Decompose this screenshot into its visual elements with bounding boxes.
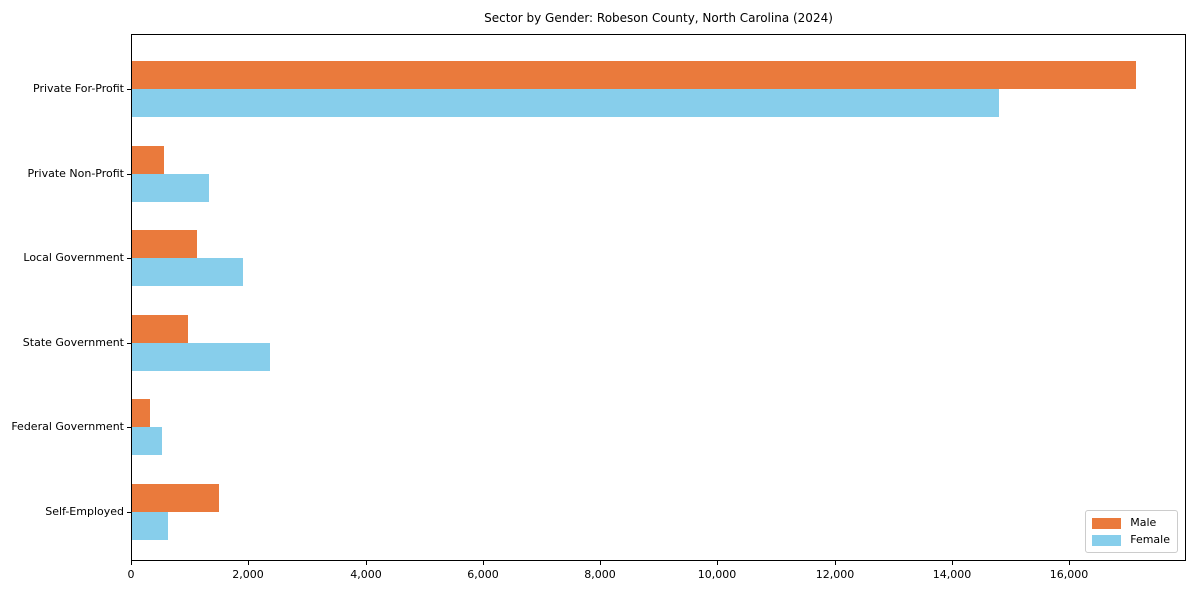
bar-female-local-government — [132, 258, 243, 287]
bar-male-federal-government — [132, 399, 150, 428]
chart-title: Sector by Gender: Robeson County, North … — [484, 11, 833, 25]
ytick-label-self-employed: Self-Employed — [45, 505, 124, 518]
bar-male-private-for-profit — [132, 61, 1136, 89]
xtick-label-6000: 6,000 — [467, 568, 499, 581]
legend: Male Female — [1085, 510, 1178, 553]
xtick-label-12000: 12,000 — [815, 568, 855, 581]
ytick-mark-private-non-profit — [127, 173, 131, 175]
xtick-mark-0 — [131, 561, 132, 565]
legend-label-female: Female — [1130, 533, 1170, 546]
ytick-mark-self-employed — [127, 512, 131, 513]
bar-male-local-government — [132, 230, 197, 259]
bar-female-state-government — [132, 342, 270, 371]
ytick-label-federal-government: Federal Government — [11, 420, 124, 434]
xtick-label-0: 0 — [127, 568, 135, 581]
xtick-mark-4000 — [366, 561, 367, 565]
xtick-label-2000: 2,000 — [232, 568, 264, 581]
bar-male-private-non-profit — [132, 145, 164, 174]
xtick-mark-2000 — [248, 561, 249, 565]
ytick-label-local-government: Local Government — [23, 251, 124, 265]
xtick-mark-8000 — [600, 561, 601, 565]
ytick-label-private-for-profit: Private For-Profit — [33, 82, 124, 95]
xtick-mark-6000 — [483, 561, 484, 565]
xtick-label-4000: 4,000 — [350, 568, 382, 581]
bar-female-federal-government — [132, 427, 162, 456]
ytick-mark-federal-government — [127, 427, 131, 429]
ytick-mark-state-government — [127, 342, 131, 344]
legend-item-male: Male — [1092, 516, 1170, 530]
legend-label-male: Male — [1130, 516, 1157, 529]
ytick-label-private-non-profit: Private Non-Profit — [27, 166, 124, 180]
xtick-label-8000: 8,000 — [584, 568, 616, 581]
bar-female-self-employed — [132, 512, 168, 540]
xtick-label-10000: 10,000 — [697, 568, 737, 581]
xtick-mark-10000 — [717, 561, 718, 565]
xtick-label-16000: 16,000 — [1049, 568, 1089, 581]
bar-female-private-for-profit — [132, 89, 999, 117]
bar-male-state-government — [132, 314, 188, 343]
ytick-mark-private-for-profit — [127, 89, 131, 90]
ytick-mark-local-government — [127, 258, 131, 260]
legend-item-female: Female — [1092, 533, 1170, 547]
bar-female-private-non-profit — [132, 173, 209, 202]
xtick-mark-12000 — [835, 561, 836, 565]
xtick-mark-14000 — [952, 561, 953, 565]
xtick-label-14000: 14,000 — [932, 568, 972, 581]
legend-swatch-male — [1092, 517, 1122, 529]
legend-swatch-female — [1092, 534, 1122, 546]
bar-male-self-employed — [132, 484, 219, 512]
plot-area: Male Female — [131, 34, 1186, 561]
ytick-label-state-government: State Government — [22, 335, 124, 349]
xtick-mark-16000 — [1069, 561, 1070, 565]
